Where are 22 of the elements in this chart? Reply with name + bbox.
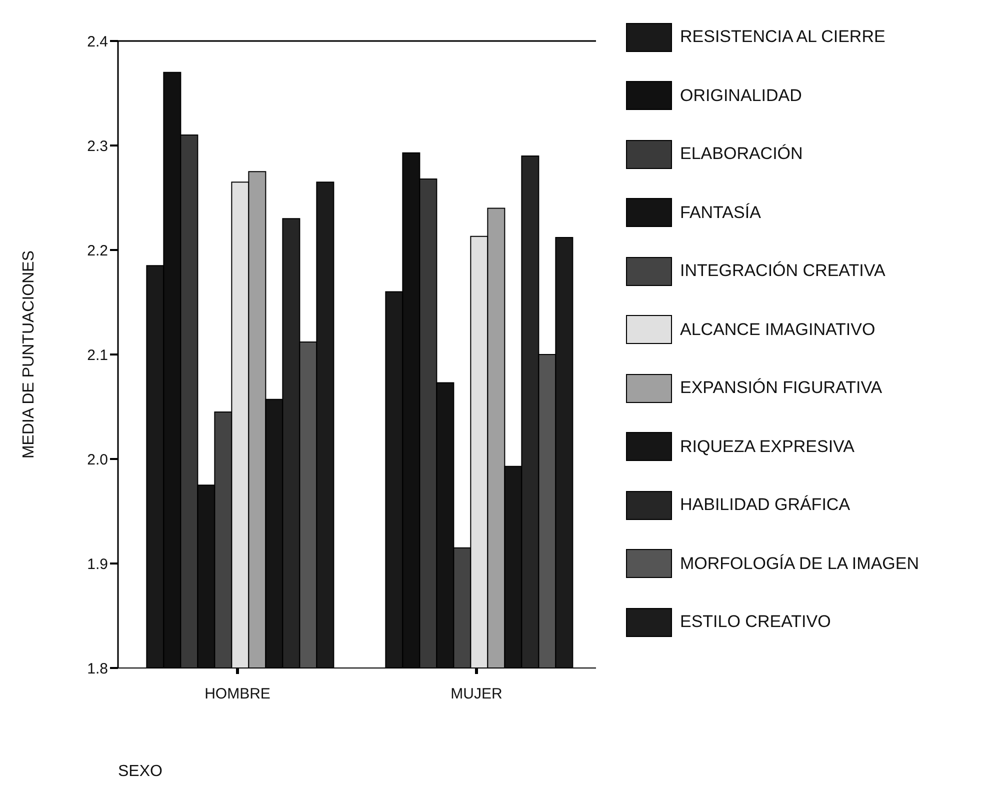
legend-label: RIQUEZA EXPRESIVA — [680, 436, 854, 457]
x-tick-label: MUJER — [450, 686, 502, 703]
legend-label: ESTILO CREATIVO — [680, 612, 831, 632]
y-tick-label: 2.3 — [87, 138, 108, 155]
legend-label: INTEGRACIÓN CREATIVA — [680, 261, 886, 282]
legend-label: EXPANSIÓN FIGURATIVA — [680, 378, 882, 398]
y-tick-label: 1.8 — [87, 660, 108, 678]
legend-label: RESISTENCIA AL CIERRE — [680, 27, 886, 48]
y-tick-label: 2.4 — [87, 33, 108, 50]
legend-label: ELABORACIÓN — [680, 144, 803, 164]
legend-label: HABILIDAD GRÁFICA — [680, 495, 850, 516]
x-tick-label: HOMBRE — [204, 686, 270, 703]
y-axis-title: MEDIA DE PUNTUACIONES — [20, 250, 38, 459]
legend-label: FANTASÍA — [680, 202, 761, 223]
y-tick-label: 1.9 — [87, 556, 108, 573]
legend-label: MORFOLOGÍA DE LA IMAGEN — [680, 554, 919, 574]
y-tick-label: 2.0 — [87, 451, 108, 468]
y-tick-label: 2.2 — [87, 242, 108, 260]
legend-label: ALCANCE IMAGINATIVO — [680, 320, 876, 340]
y-tick-label: 2.1 — [87, 346, 108, 364]
legend-label: ORIGINALIDAD — [680, 86, 802, 106]
x-axis-title: SEXO — [118, 763, 162, 781]
